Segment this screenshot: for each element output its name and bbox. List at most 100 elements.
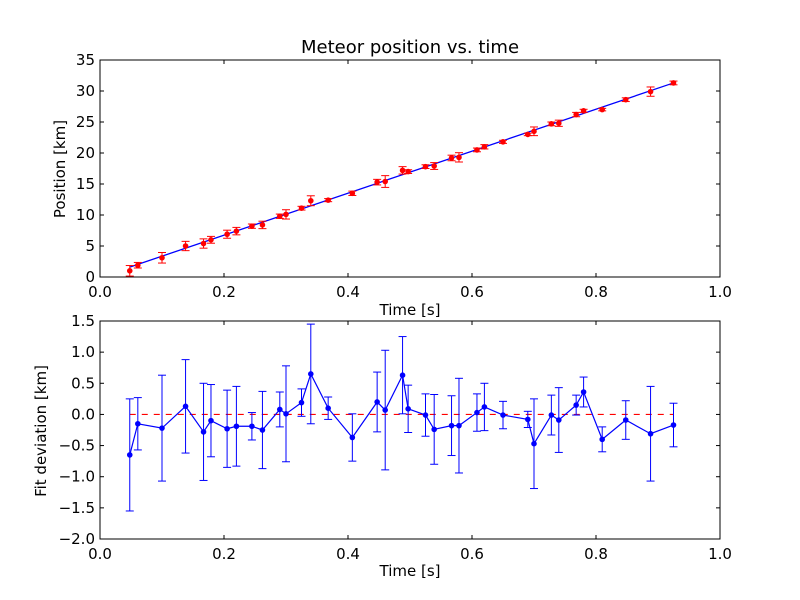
y-tick-label: −1.0	[59, 468, 95, 486]
y-tick-label: −0.5	[59, 437, 95, 455]
position-chart-title: Meteor position vs. time	[301, 37, 519, 58]
data-point	[208, 237, 214, 243]
position-x-axis-label: Time [s]	[379, 301, 441, 319]
data-point	[399, 167, 406, 174]
y-tick-label: 35	[76, 51, 95, 69]
x-tick-label: 0.2	[212, 545, 236, 563]
data-point	[382, 178, 389, 185]
data-point	[448, 155, 455, 161]
data-point	[531, 128, 537, 135]
data-point	[448, 422, 455, 429]
x-tick-label: 0.6	[460, 283, 484, 301]
y-tick-label: 20	[76, 144, 95, 162]
data-point	[200, 429, 207, 435]
x-tick-label: 0.6	[460, 545, 484, 563]
data-point	[277, 213, 283, 220]
y-tick-label: −2.0	[59, 530, 95, 548]
data-point	[456, 154, 462, 161]
x-tick-label: 0.8	[584, 283, 608, 301]
fit-line	[129, 82, 674, 268]
data-point	[135, 262, 141, 269]
deviation-x-axis-label: Time [s]	[379, 562, 441, 580]
y-tick-label: 0	[85, 268, 95, 286]
position-panel: 0.0 0.2 0.4 0.6 0.8 1.0 0 5 10 15 20 25 30 35 Meteor …	[51, 37, 732, 319]
data-point	[259, 222, 266, 228]
y-tick-label: 30	[76, 82, 95, 100]
data-point	[298, 205, 305, 211]
data-point	[580, 389, 587, 395]
data-point	[405, 406, 411, 412]
data-point	[431, 163, 437, 169]
data-point	[349, 434, 356, 441]
data-point	[249, 223, 255, 229]
data-point	[525, 416, 531, 423]
data-point	[481, 144, 488, 150]
data-point	[556, 417, 562, 423]
data-point	[277, 406, 283, 413]
x-tick-label: 0.2	[212, 283, 236, 301]
data-point	[548, 121, 555, 127]
data-point	[573, 111, 579, 118]
y-tick-label: 25	[76, 113, 95, 131]
data-point	[182, 403, 189, 410]
data-point	[599, 106, 606, 113]
data-point	[474, 147, 480, 153]
data-point	[182, 243, 189, 249]
data-point	[622, 417, 629, 423]
data-point	[382, 407, 389, 413]
data-point	[308, 197, 314, 204]
data-point	[548, 412, 555, 418]
y-tick-label: 1.0	[71, 343, 95, 361]
data-point	[399, 372, 406, 378]
data-point	[647, 88, 654, 95]
deviation-y-axis-label: Fit deviation [km]	[32, 365, 50, 497]
data-point	[233, 423, 240, 430]
data-point	[135, 420, 141, 427]
y-tick-label: 0.0	[71, 405, 95, 423]
data-point	[456, 422, 462, 429]
data-point	[531, 440, 537, 447]
data-point	[500, 412, 506, 418]
data-point	[159, 425, 165, 431]
deviation-ticks: 0.0 0.2 0.4 0.6 0.8 1.0 −2.0 −1.5 −1.0 −0.5 0.0 0.5…	[59, 312, 732, 563]
data-point	[670, 422, 677, 428]
data-point	[325, 405, 331, 412]
data-point	[200, 240, 207, 247]
y-tick-label: 15	[76, 175, 95, 193]
data-point	[208, 417, 214, 424]
data-point	[500, 139, 506, 145]
data-point	[224, 231, 230, 238]
data-point	[126, 452, 133, 458]
data-point	[283, 211, 289, 218]
y-tick-label: 1.5	[71, 312, 95, 330]
data-point	[374, 399, 380, 405]
x-tick-label: 0.0	[88, 545, 112, 563]
x-tick-label: 0.8	[584, 545, 608, 563]
x-tick-label: 0.0	[88, 283, 112, 301]
data-point	[422, 412, 429, 418]
x-tick-label: 1.0	[708, 283, 732, 301]
y-tick-label: 10	[76, 206, 95, 224]
data-point	[481, 404, 488, 410]
y-tick-label: −1.5	[59, 499, 95, 517]
data-point	[556, 120, 562, 127]
data-point	[224, 425, 230, 432]
y-tick-label: 5	[85, 237, 95, 255]
data-point	[249, 423, 255, 430]
y-tick-label: 0.5	[71, 374, 95, 392]
data-point	[647, 430, 654, 437]
data-point	[474, 409, 480, 416]
data-point	[283, 411, 289, 417]
data-point	[233, 228, 240, 234]
deviation-plot-content	[125, 323, 678, 512]
data-point	[259, 427, 266, 433]
data-point	[325, 197, 331, 203]
x-tick-label: 1.0	[708, 545, 732, 563]
data-point	[298, 399, 305, 406]
x-tick-label: 0.4	[336, 283, 360, 301]
data-point	[374, 179, 380, 185]
data-point	[580, 108, 587, 114]
position-plot-content	[125, 80, 678, 277]
data-point	[431, 426, 437, 433]
